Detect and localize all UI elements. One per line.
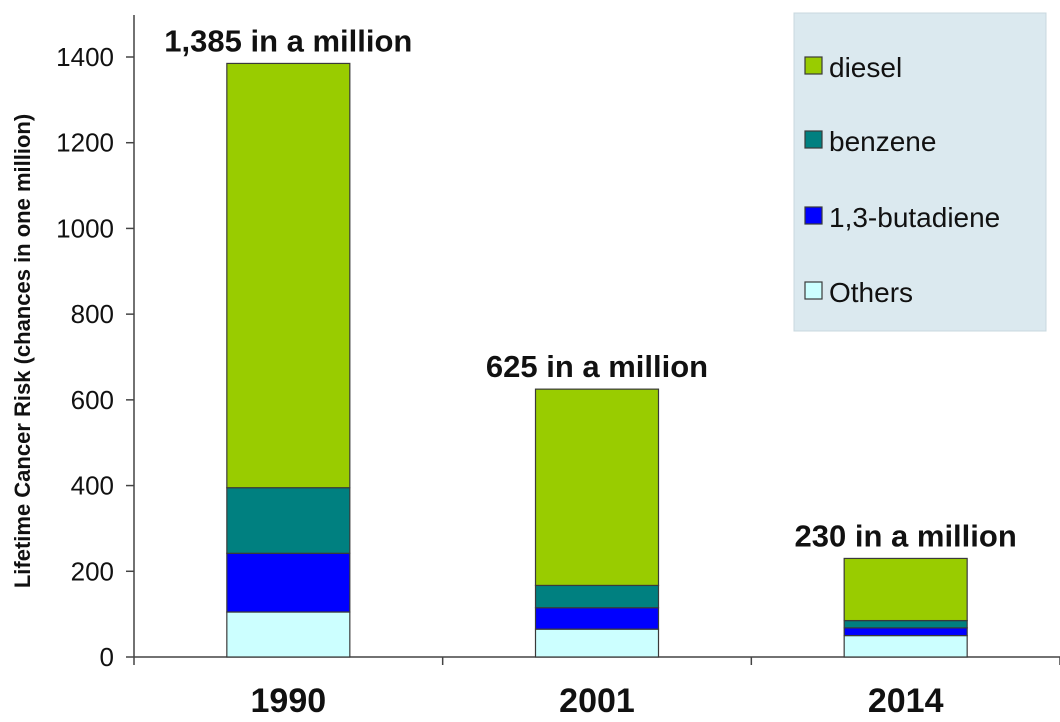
y-tick-label: 1000 [56, 213, 114, 243]
legend-label: benzene [829, 126, 936, 157]
y-tick-label: 1200 [56, 128, 114, 158]
y-tick-label: 1400 [56, 42, 114, 72]
bar-segment [226, 487, 351, 554]
bar-segment [843, 627, 968, 637]
legend: diesel benzene 1,3-butadiene Others [793, 12, 1047, 332]
legend-swatch [804, 206, 823, 225]
labels: 1,385 in a million 1990 625 in a million 20… [164, 23, 1017, 720]
y-tick-label: 0 [100, 642, 114, 672]
y-axis-title: Lifetime Cancer Risk (chances in one mil… [10, 114, 35, 588]
legend-swatch [804, 56, 823, 75]
bar-segment [226, 62, 351, 489]
bar-total-label: 1,385 in a million [164, 23, 412, 58]
legend-swatch [804, 281, 823, 300]
y-tick-label: 600 [71, 385, 114, 415]
y-tick-label: 200 [71, 556, 114, 586]
bar-segment [534, 628, 660, 658]
bar-segment [843, 634, 968, 658]
legend-label: 1,3-butadiene [829, 202, 1000, 233]
x-tick-label: 2001 [559, 682, 635, 717]
bar-segment [226, 552, 351, 613]
y-tick-label: 800 [71, 299, 114, 329]
y-tick-label: 400 [71, 471, 114, 501]
axes: 0 200 400 600 800 1000 1200 1400 Lifetime Cancer… [10, 15, 1060, 672]
bar-total-label: 230 in a million [795, 518, 1017, 553]
x-tick-label: 1990 [251, 682, 327, 717]
bar-segment [534, 584, 660, 609]
bar-segment [226, 611, 351, 658]
legend-label: Others [829, 277, 913, 308]
bars [226, 62, 968, 658]
bar-segment [534, 607, 660, 630]
legend-swatch [804, 130, 823, 149]
bar-segment [843, 557, 968, 622]
x-tick-label: 2014 [868, 682, 944, 717]
bar-segment [534, 388, 660, 587]
bar-segment [843, 619, 968, 629]
bar-total-label: 625 in a million [486, 349, 708, 384]
legend-box [793, 12, 1047, 332]
legend-label: diesel [829, 52, 902, 83]
